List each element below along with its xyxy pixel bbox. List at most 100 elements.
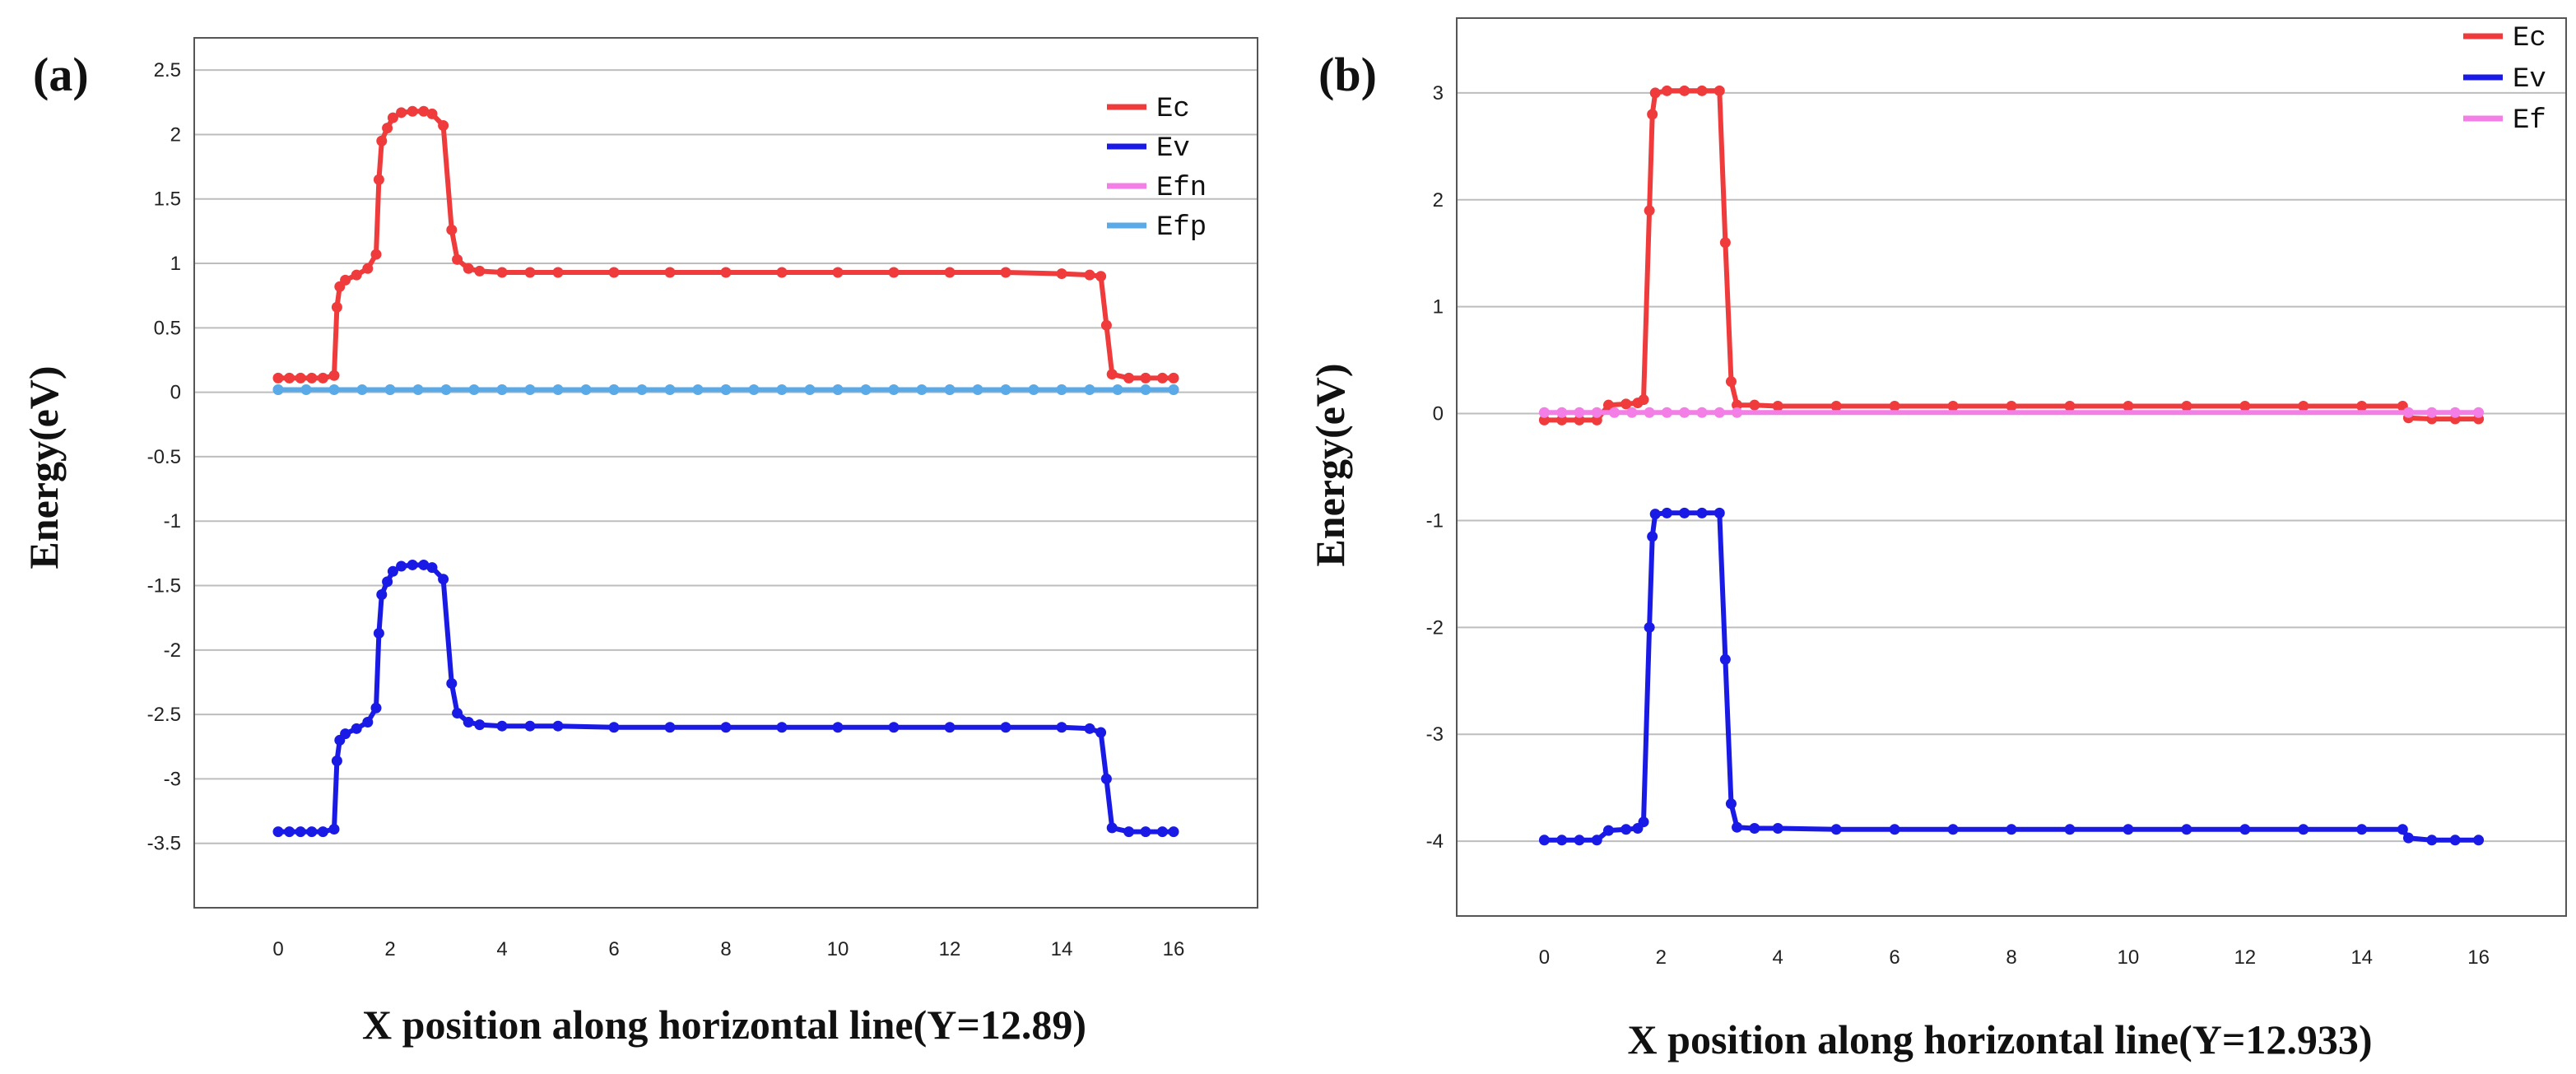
data-point: [1749, 822, 1760, 834]
legend-label: Ec: [1156, 94, 1190, 125]
data-point: [832, 267, 844, 278]
data-point: [272, 384, 284, 395]
data-point: [496, 267, 508, 278]
data-point: [832, 384, 844, 395]
data-point: [452, 708, 463, 719]
data-point: [1609, 407, 1620, 418]
data-point: [463, 263, 474, 274]
panel-b-plot-frame: [1456, 17, 2567, 917]
data-point: [1644, 407, 1655, 418]
data-point: [331, 755, 342, 766]
legend-item-ev: Ev: [2463, 64, 2546, 95]
data-point: [300, 384, 312, 395]
data-point: [1661, 407, 1672, 418]
data-point: [382, 576, 393, 588]
data-point: [1084, 384, 1095, 395]
data-point: [888, 267, 900, 278]
data-point: [474, 719, 486, 731]
data-point: [1056, 384, 1067, 395]
data-point: [328, 384, 340, 395]
data-point: [351, 269, 362, 281]
data-point: [446, 678, 458, 690]
data-point: [418, 105, 430, 117]
data-point: [1156, 372, 1168, 384]
x-tick-label: 8: [2006, 946, 2016, 969]
data-point: [1830, 400, 1842, 411]
data-point: [1106, 822, 1118, 834]
data-point: [1661, 85, 1672, 96]
series-ev: [272, 559, 1179, 838]
x-tick-label: 4: [496, 938, 507, 960]
legend-label: Efp: [1156, 212, 1207, 244]
legend-item-ec: Ec: [2463, 23, 2546, 54]
data-point: [2006, 400, 2017, 411]
data-point: [272, 826, 284, 838]
data-point: [944, 267, 956, 278]
data-point: [474, 265, 486, 277]
panel-b-y-ticks: -4 -3 -2 -1 0 1 2 3: [1426, 82, 1444, 853]
y-tick-label: -2: [164, 639, 181, 662]
data-point: [1679, 407, 1690, 418]
data-point: [1574, 407, 1585, 418]
data-point: [2123, 400, 2134, 411]
x-tick-label: 4: [1773, 946, 1783, 969]
data-point: [1095, 727, 1107, 738]
y-tick-label: 0.5: [154, 317, 181, 339]
data-point: [1100, 319, 1112, 331]
data-point: [272, 372, 284, 384]
data-point: [1591, 407, 1602, 418]
panel-a-plot-frame: [193, 37, 1258, 909]
data-point: [418, 559, 430, 570]
y-tick-label: -1: [1426, 509, 1444, 532]
data-point: [1538, 414, 1550, 425]
data-point: [1647, 109, 1658, 120]
data-point: [2239, 400, 2251, 411]
data-point: [2449, 407, 2461, 418]
data-point: [608, 722, 620, 733]
data-point: [1732, 407, 1743, 418]
data-point: [452, 253, 463, 265]
series-line: [1544, 510, 2479, 843]
data-point: [776, 267, 788, 278]
y-tick-label: 1.5: [154, 188, 181, 211]
panel-a: -3.5 -3 -2.5 -2 -1.5 -1 -0.5 0 0.5 1 1.5 2 2.5 0 2 4 6 8…: [21, 37, 1258, 1048]
data-point: [1591, 414, 1602, 425]
data-point: [552, 720, 564, 732]
x-tick-label: 16: [2467, 946, 2490, 969]
data-point: [1112, 384, 1123, 395]
panel-a-y-axis-title: Energy(eV): [21, 365, 67, 569]
x-tick-label: 14: [2350, 946, 2373, 969]
panel-a-x-ticks: 0 2 4 6 8 10 12 14 16: [272, 938, 1184, 960]
data-point: [524, 267, 536, 278]
series-ev: [1538, 507, 2485, 846]
y-tick-label: 1: [1433, 296, 1444, 318]
data-point: [426, 562, 438, 574]
data-point: [1620, 398, 1632, 410]
data-point: [1000, 267, 1011, 278]
data-point: [1538, 835, 1550, 846]
y-tick-label: -2.5: [147, 704, 181, 726]
x-tick-label: 6: [1889, 946, 1899, 969]
data-point: [1661, 507, 1672, 518]
data-point: [370, 249, 382, 260]
data-point: [1591, 835, 1602, 846]
data-point: [382, 123, 393, 134]
y-tick-label: -1.5: [147, 575, 181, 597]
data-point: [1084, 723, 1095, 734]
data-point: [438, 119, 449, 131]
data-point: [306, 826, 318, 838]
data-point: [1123, 372, 1135, 384]
data-point: [1644, 205, 1655, 216]
data-point: [2123, 824, 2134, 835]
data-point: [331, 301, 342, 313]
data-point: [1056, 268, 1067, 280]
data-point: [2426, 835, 2438, 846]
series-line: [278, 562, 1174, 835]
data-point: [944, 722, 956, 733]
data-point: [1719, 237, 1731, 249]
y-tick-label: 0: [170, 382, 181, 404]
data-point: [407, 559, 418, 570]
data-point: [1830, 824, 1842, 835]
data-point: [1725, 376, 1737, 388]
data-point: [1947, 824, 1959, 835]
